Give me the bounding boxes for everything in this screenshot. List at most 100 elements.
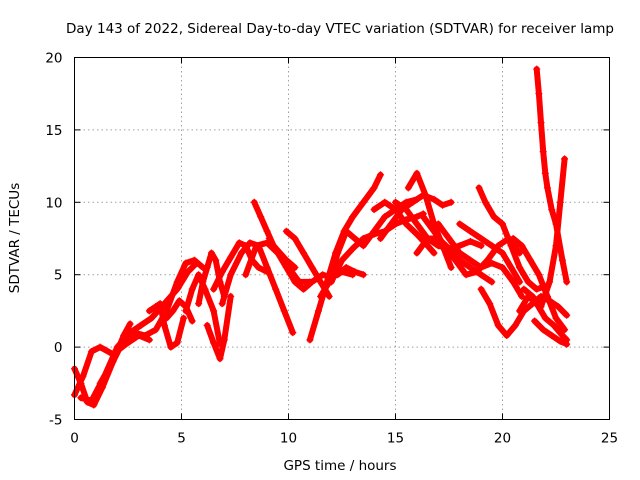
data-point (531, 317, 539, 325)
data-point (173, 339, 181, 347)
series-arc-34 (531, 317, 571, 348)
data-point (430, 195, 438, 203)
data-point (535, 90, 543, 98)
data-point (456, 249, 464, 257)
data-point (477, 285, 485, 293)
data-point (387, 220, 395, 228)
x-tick-label: 5 (177, 431, 186, 447)
data-point (381, 198, 389, 206)
data-point (552, 242, 560, 250)
series-arc-9 (203, 292, 235, 363)
data-point (466, 237, 474, 245)
data-point (477, 235, 485, 242)
data-point (163, 314, 171, 322)
data-point (184, 268, 192, 276)
data-point (503, 332, 511, 340)
data-point (518, 292, 526, 300)
data-point (370, 184, 378, 192)
data-point (141, 332, 149, 340)
y-tick-label: 10 (45, 195, 62, 211)
data-point (490, 213, 498, 221)
data-point (516, 278, 524, 286)
plot-frame (74, 57, 610, 420)
data-point (342, 263, 350, 271)
data-point (526, 256, 534, 264)
data-point (349, 213, 357, 221)
series-line (420, 213, 523, 278)
data-point (152, 303, 160, 311)
data-point (291, 278, 299, 286)
data-point (173, 278, 181, 286)
data-point (359, 198, 367, 206)
data-point (546, 278, 554, 286)
series-line (210, 239, 271, 293)
data-point (424, 235, 432, 242)
data-point (481, 198, 489, 206)
data-point (518, 242, 526, 250)
data-point (462, 271, 470, 279)
data-point (541, 314, 549, 322)
series-arc-33 (520, 155, 569, 311)
data-point (334, 249, 342, 257)
data-point (447, 198, 455, 206)
series-arc-4 (96, 256, 207, 387)
data-point (499, 220, 506, 228)
data-point (265, 235, 273, 242)
data-point (349, 245, 357, 253)
data-point (96, 343, 104, 351)
data-point (409, 198, 417, 206)
data-point (145, 307, 153, 315)
series-line (283, 228, 333, 300)
data-point (351, 235, 359, 242)
x-tick-label: 0 (70, 431, 79, 447)
data-point (319, 271, 327, 279)
x-tick-label: 10 (280, 431, 297, 447)
series-line (334, 264, 367, 278)
data-point (520, 285, 528, 293)
data-point (377, 235, 385, 242)
data-point (289, 329, 297, 337)
data-point (79, 372, 87, 380)
data-point (263, 263, 271, 271)
data-point (392, 206, 399, 214)
data-point (212, 256, 220, 264)
data-point (325, 292, 333, 300)
data-point (334, 271, 342, 279)
data-point (537, 119, 545, 127)
data-point (563, 311, 571, 319)
data-point (447, 263, 455, 271)
data-point (556, 198, 564, 206)
data-point (439, 201, 447, 209)
data-point (359, 242, 367, 250)
data-point (516, 263, 524, 271)
data-point (445, 235, 453, 242)
data-point (308, 263, 316, 271)
series-arc-20 (370, 198, 438, 257)
data-point (499, 249, 506, 257)
data-point (548, 332, 556, 340)
data-point (558, 256, 566, 264)
data-point (216, 355, 224, 363)
data-point (550, 321, 558, 329)
data-point (466, 256, 474, 264)
series-line (97, 257, 206, 387)
x-axis-label: GPS time / hours (283, 458, 396, 474)
data-point (280, 307, 288, 315)
y-tick-label: -5 (49, 413, 62, 429)
data-point (548, 206, 556, 214)
data-point (299, 285, 307, 293)
data-point (456, 220, 464, 228)
data-point (554, 303, 562, 311)
data-point (203, 321, 211, 329)
data-point (494, 321, 502, 329)
data-point (556, 337, 564, 345)
data-point (488, 242, 496, 250)
data-point (220, 336, 228, 344)
data-point (252, 242, 260, 250)
data-point (563, 278, 571, 286)
data-point (488, 259, 496, 267)
data-point (137, 321, 145, 329)
data-point (182, 259, 190, 267)
data-point (558, 332, 566, 340)
data-point (218, 268, 226, 276)
